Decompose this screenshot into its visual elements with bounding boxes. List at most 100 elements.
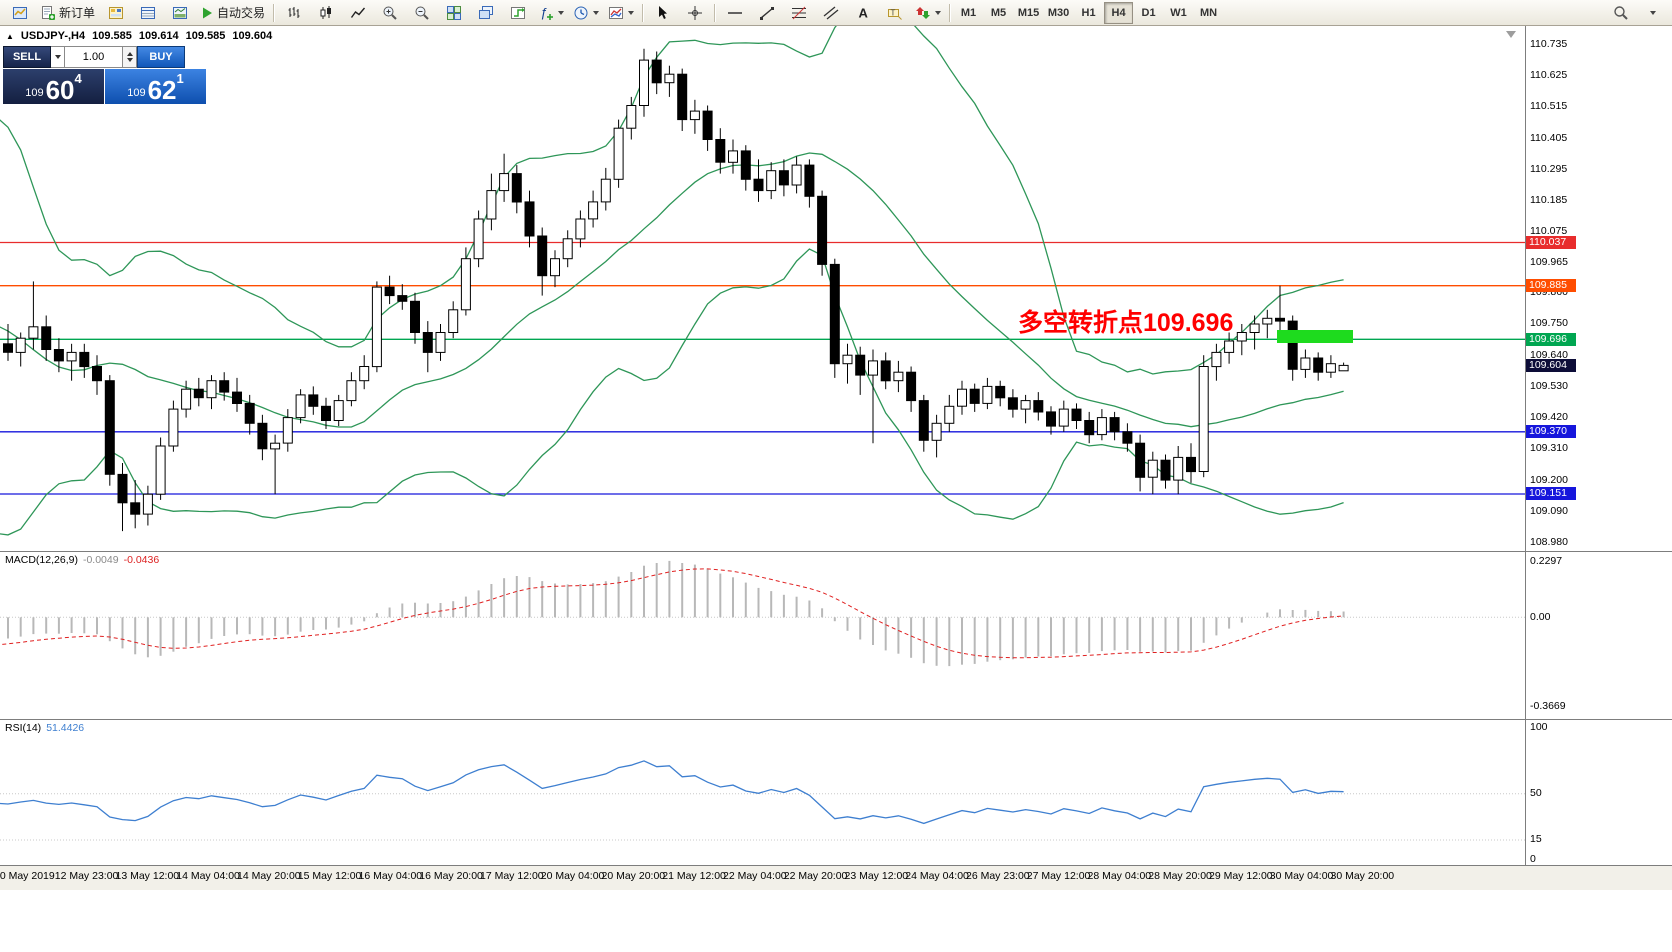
trendline-icon bbox=[759, 6, 774, 20]
time-label: 22 May 20:00 bbox=[783, 870, 848, 882]
search-button[interactable] bbox=[1605, 1, 1636, 25]
timeframe-h1[interactable]: H1 bbox=[1081, 6, 1096, 19]
collapse-icon[interactable]: ▲ bbox=[6, 31, 14, 41]
sell-price-button[interactable]: 109 60 4 bbox=[3, 69, 104, 104]
buy-button[interactable]: BUY bbox=[137, 46, 185, 68]
timeframe-m15[interactable]: M15 bbox=[1017, 6, 1040, 19]
toolbar-separator bbox=[949, 3, 951, 22]
level-badge[interactable]: 109.885 bbox=[1526, 279, 1576, 293]
channel-icon bbox=[823, 5, 838, 20]
volume-stepper[interactable] bbox=[123, 46, 137, 68]
stepper-up-icon[interactable] bbox=[126, 52, 133, 56]
price-scale-macd[interactable]: 0.2297 0.00 -0.3669 bbox=[1526, 552, 1672, 719]
horizontal-line-button[interactable] bbox=[719, 1, 750, 25]
buy-price-button[interactable]: 109 62 1 bbox=[105, 69, 206, 104]
auto-trading-button[interactable]: 自动交易 bbox=[196, 1, 269, 25]
main-chart[interactable]: ▲ USDJPY-,H4 109.585 109.614 109.585 109… bbox=[0, 26, 1525, 551]
pane-splitter[interactable] bbox=[0, 719, 1672, 720]
templates-button[interactable] bbox=[604, 1, 638, 25]
level-badge[interactable]: 109.370 bbox=[1526, 425, 1576, 439]
price-tick: 109.420 bbox=[1530, 411, 1568, 424]
time-label: 10 May 2019 bbox=[0, 870, 55, 882]
channel-button[interactable] bbox=[815, 1, 846, 25]
price-scale-rsi[interactable]: 100 50 15 0 bbox=[1526, 720, 1672, 865]
arrows-icon bbox=[916, 6, 931, 19]
pane-splitter[interactable] bbox=[0, 551, 1672, 552]
timeframe-d1[interactable]: D1 bbox=[1141, 6, 1156, 19]
periods-button[interactable] bbox=[569, 1, 603, 25]
rsi-value: 51.4426 bbox=[46, 722, 85, 734]
app-button[interactable] bbox=[4, 1, 35, 25]
level-badge[interactable]: 109.696 bbox=[1526, 332, 1576, 346]
text-icon: A bbox=[858, 5, 868, 20]
buy-price-pip: 1 bbox=[176, 71, 184, 86]
timeframe-m1[interactable]: M1 bbox=[960, 6, 977, 19]
toolbar-separator bbox=[714, 3, 716, 22]
price-scale-main[interactable]: 110.735 110.625 110.515 110.405 110.295 110.1… bbox=[1526, 26, 1672, 551]
price-tick: 109.530 bbox=[1530, 379, 1568, 392]
cursor-button[interactable] bbox=[647, 1, 678, 25]
time-label: 29 May 12:00 bbox=[1209, 870, 1273, 882]
level-badge[interactable]: 109.151 bbox=[1526, 487, 1576, 501]
level-lines-layer bbox=[0, 241, 1525, 495]
svg-text:A: A bbox=[858, 5, 868, 20]
zoom-out-button[interactable] bbox=[406, 1, 437, 25]
timeframe-w1[interactable]: W1 bbox=[1170, 6, 1187, 19]
indicators-button[interactable]: ƒ bbox=[534, 1, 568, 25]
chart-shift-marker[interactable] bbox=[1506, 31, 1516, 38]
sell-button[interactable]: SELL bbox=[3, 46, 51, 68]
timeframe-m30[interactable]: M30 bbox=[1047, 6, 1070, 19]
zoom-in-icon bbox=[383, 6, 397, 20]
indicators-dropdown-caret[interactable] bbox=[558, 10, 565, 15]
macd-chart bbox=[0, 560, 1525, 667]
time-label: 22 May 04:00 bbox=[723, 870, 787, 882]
market-watch-button[interactable] bbox=[100, 1, 131, 25]
time-axis-border bbox=[0, 865, 1672, 866]
volume-dropdown-button[interactable] bbox=[51, 46, 65, 68]
volume-input[interactable] bbox=[65, 46, 123, 68]
price-tick: 110.405 bbox=[1530, 131, 1568, 144]
new-order-button[interactable]: 新订单 bbox=[36, 1, 99, 25]
timeframe-h4[interactable]: H4 bbox=[1104, 1, 1134, 24]
timeframe-m5[interactable]: M5 bbox=[990, 6, 1007, 19]
svg-text:ƒ: ƒ bbox=[540, 5, 547, 20]
templates-dropdown-caret[interactable] bbox=[628, 10, 635, 15]
text-label-button[interactable]: T bbox=[879, 1, 910, 25]
terminal-button[interactable] bbox=[164, 1, 195, 25]
toolbar-overflow-button[interactable] bbox=[1637, 1, 1668, 25]
rsi-tick: 0 bbox=[1530, 853, 1536, 866]
fibonacci-button[interactable] bbox=[783, 1, 814, 25]
crosshair-button[interactable] bbox=[679, 1, 710, 25]
candlestick-chart[interactable] bbox=[0, 26, 1525, 551]
candles-chart-button[interactable] bbox=[310, 1, 341, 25]
arrows-dropdown-caret[interactable] bbox=[935, 10, 942, 15]
macd-main-value: -0.0049 bbox=[82, 554, 119, 566]
price-tick: 110.735 bbox=[1530, 37, 1568, 50]
bollinger-bands bbox=[0, 26, 1344, 536]
rsi-panel[interactable]: RSI(14) 51.4426 bbox=[0, 720, 1525, 865]
data-window-button[interactable] bbox=[132, 1, 163, 25]
macd-panel[interactable]: MACD(12,26,9) -0.0049 -0.0436 bbox=[0, 552, 1525, 719]
price-scale[interactable]: 110.735 110.625 110.515 110.405 110.295 110.1… bbox=[1525, 26, 1672, 866]
stepper-down-icon[interactable] bbox=[126, 58, 133, 62]
trendline-button[interactable] bbox=[751, 1, 782, 25]
timeframe-mn[interactable]: MN bbox=[1199, 6, 1218, 19]
time-axis[interactable]: 10 May 2019 12 May 23:00 13 May 12:00 14 Ma… bbox=[0, 866, 1672, 890]
overflow-caret-icon bbox=[1650, 10, 1656, 15]
tile-windows-button[interactable] bbox=[438, 1, 469, 25]
chart-shift-button[interactable] bbox=[502, 1, 533, 25]
arrows-button[interactable] bbox=[911, 1, 945, 25]
zoom-in-button[interactable] bbox=[374, 1, 405, 25]
time-label: 28 May 20:00 bbox=[1148, 870, 1212, 882]
rsi-label: RSI(14) 51.4426 bbox=[5, 722, 84, 734]
terminal-icon bbox=[172, 6, 187, 19]
sell-price-pip: 4 bbox=[74, 71, 82, 86]
bars-chart-button[interactable] bbox=[278, 1, 309, 25]
periods-dropdown-caret[interactable] bbox=[593, 10, 600, 15]
line-chart-button[interactable] bbox=[342, 1, 373, 25]
cascade-windows-button[interactable] bbox=[470, 1, 501, 25]
text-button[interactable]: A bbox=[847, 1, 878, 25]
data-window-icon bbox=[140, 6, 155, 19]
level-badge[interactable]: 110.037 bbox=[1526, 236, 1576, 250]
